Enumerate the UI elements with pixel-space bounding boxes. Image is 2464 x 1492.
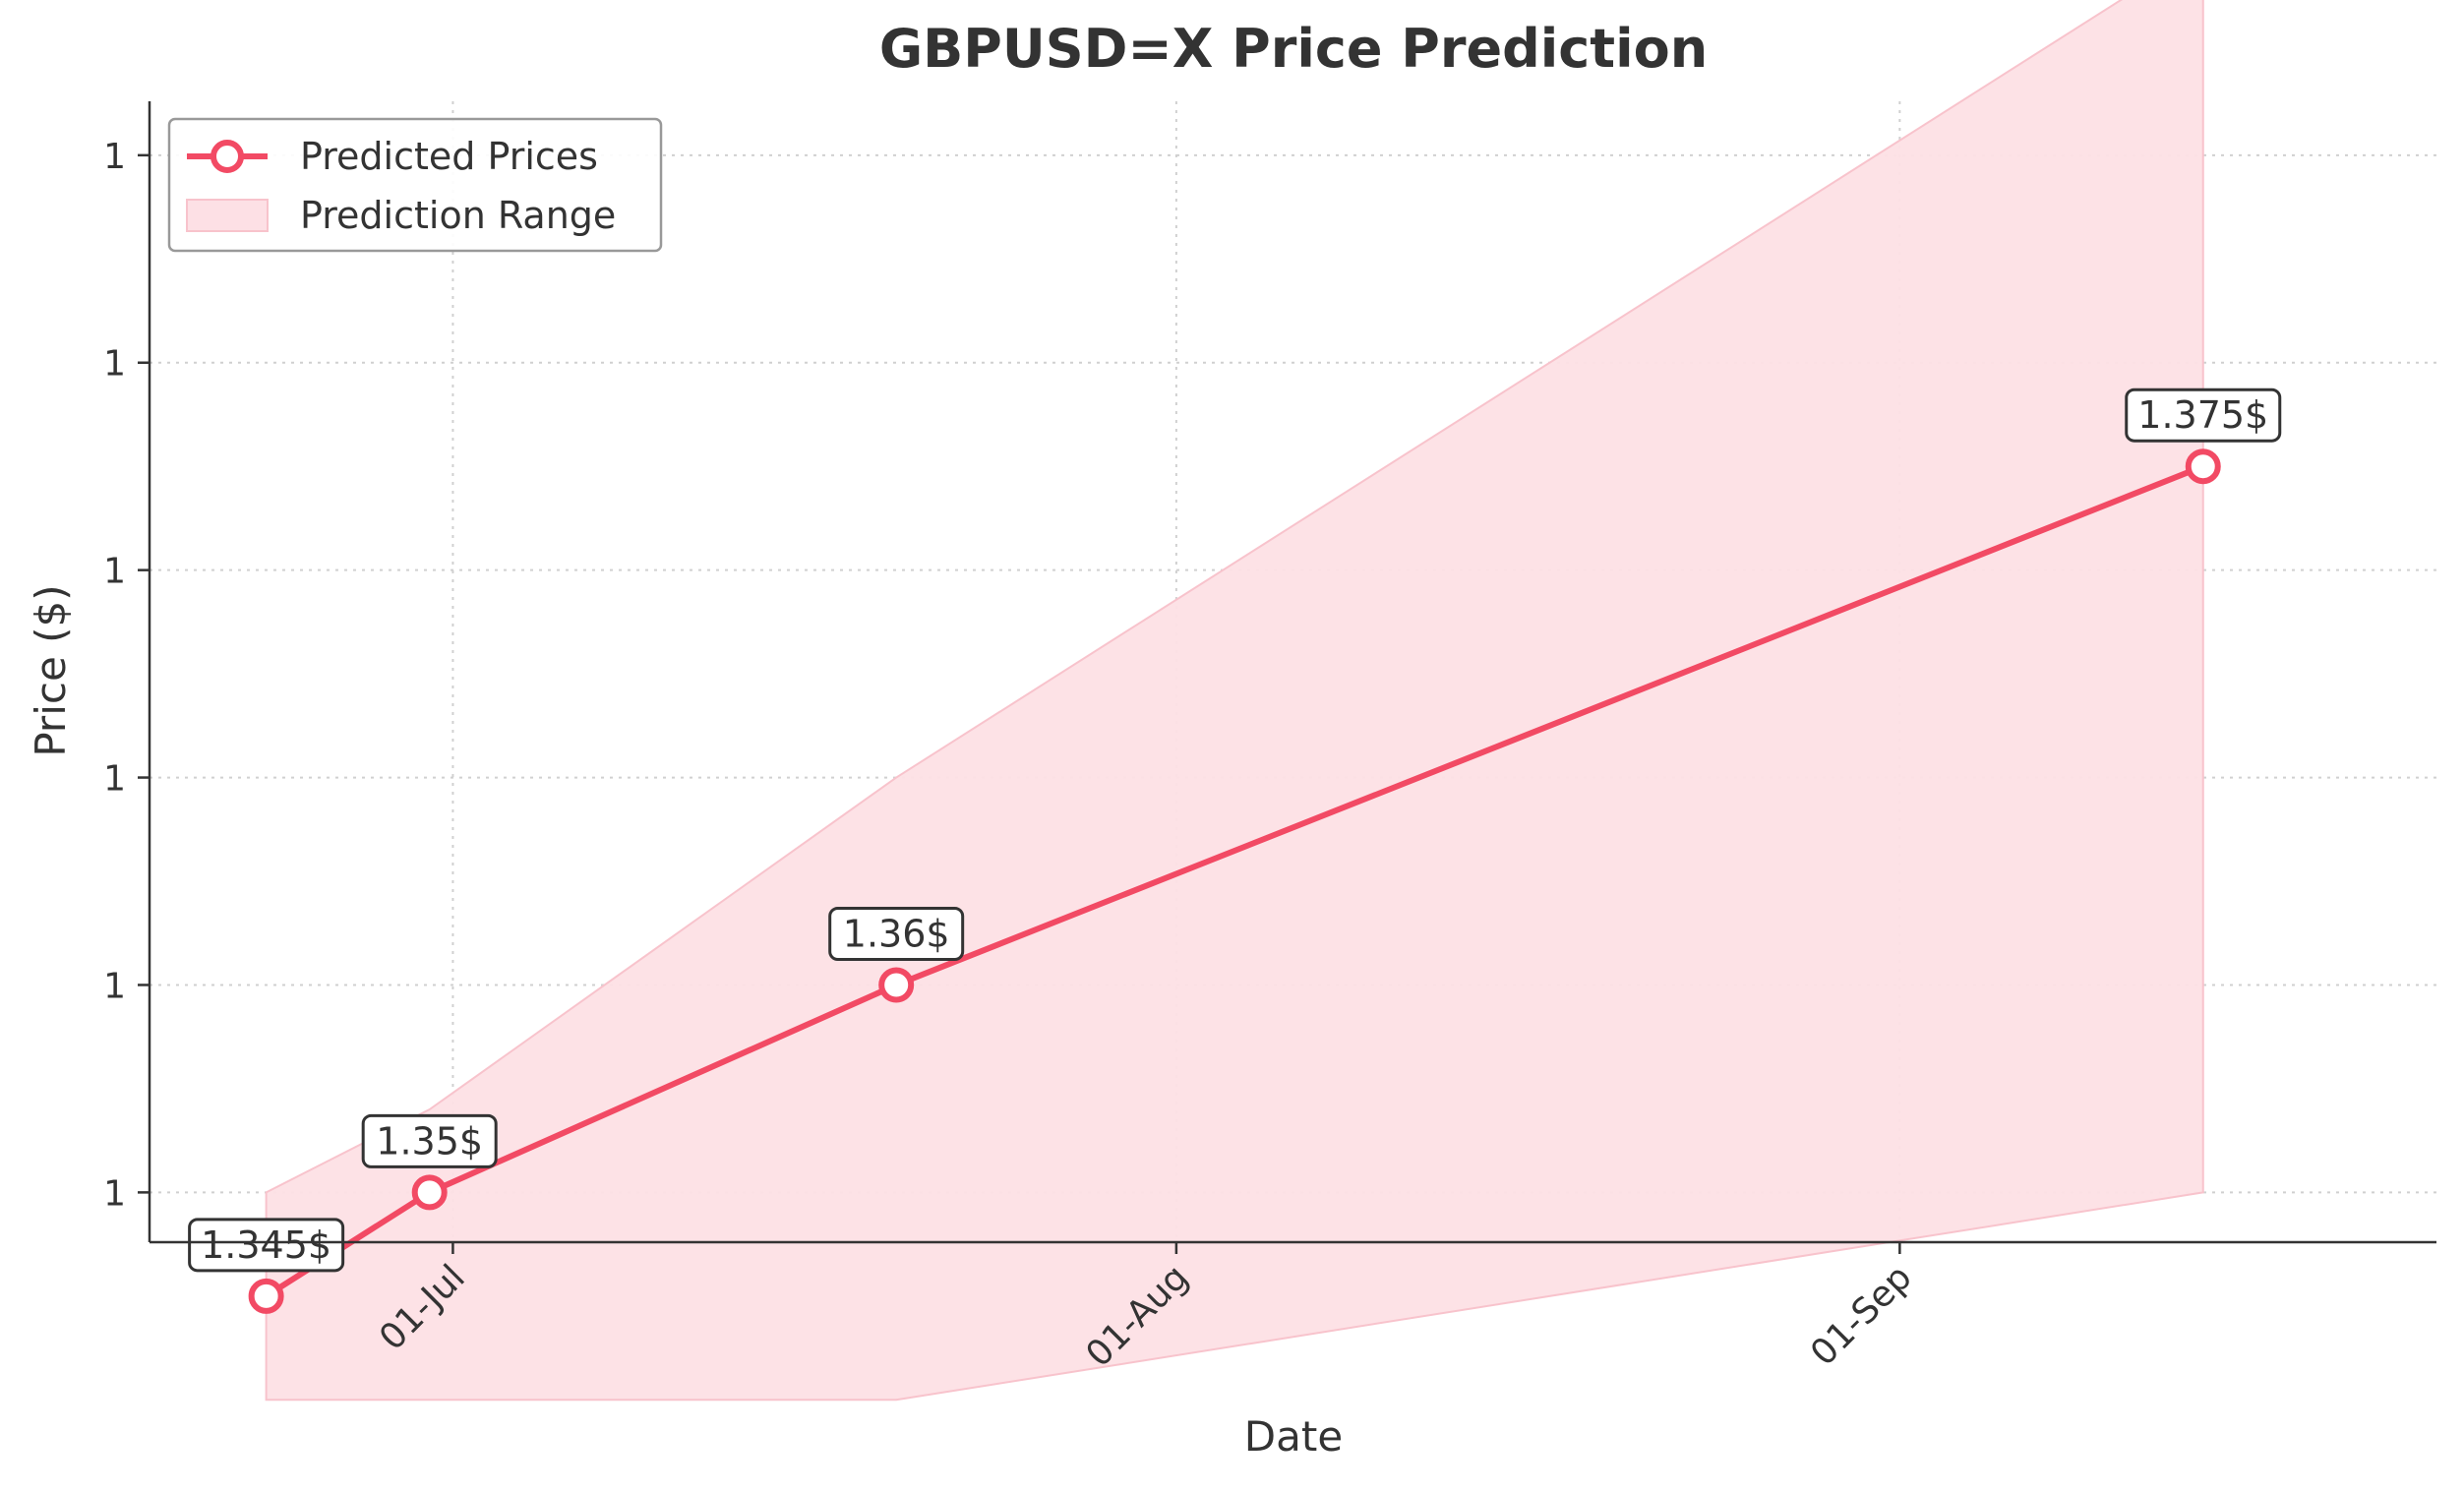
legend-label-predicted: Predicted Prices [300, 135, 598, 178]
data-point [248, 1278, 284, 1314]
y-tick-label: 1 [103, 137, 126, 177]
legend-box [167, 117, 663, 253]
y-tick-label: 1 [103, 966, 126, 1006]
data-label-box [361, 1113, 498, 1168]
y-tick-label: 1 [103, 759, 126, 800]
data-label: 1.36$ [843, 912, 950, 955]
predicted-points [248, 448, 2221, 1314]
legend-range-swatch [186, 199, 269, 232]
x-tick-label: 01-Sep [1803, 1257, 1920, 1374]
data-label-box [828, 906, 965, 961]
y-tick-label: 1 [103, 552, 126, 592]
data-label-box [188, 1218, 345, 1273]
data-label: 1.35$ [376, 1119, 483, 1163]
y-tick-label: 1 [103, 1173, 126, 1214]
y-axis-label: Price ($) [27, 584, 75, 756]
data-label: 1.345$ [201, 1223, 331, 1267]
legend: Predicted Prices Prediction Range [167, 117, 663, 253]
y-tick-label: 1 [103, 344, 126, 385]
data-point [878, 967, 915, 1003]
data-point [2185, 448, 2221, 485]
predicted-prices-path [265, 463, 2204, 1299]
legend-label-range: Prediction Range [300, 194, 616, 237]
data-point [411, 1174, 448, 1211]
data-label-box [2125, 388, 2282, 443]
predicted-prices-line [265, 463, 2204, 1299]
x-axis-label: Date [1244, 1412, 1343, 1461]
data-labels: 1.345$ 1.35$ 1.36$ 1.375$ [188, 388, 2282, 1273]
data-label: 1.375$ [2137, 393, 2268, 437]
legend-marker-swatch [210, 140, 244, 173]
chart-title: GBPUSD=X Price Prediction [879, 18, 1708, 80]
